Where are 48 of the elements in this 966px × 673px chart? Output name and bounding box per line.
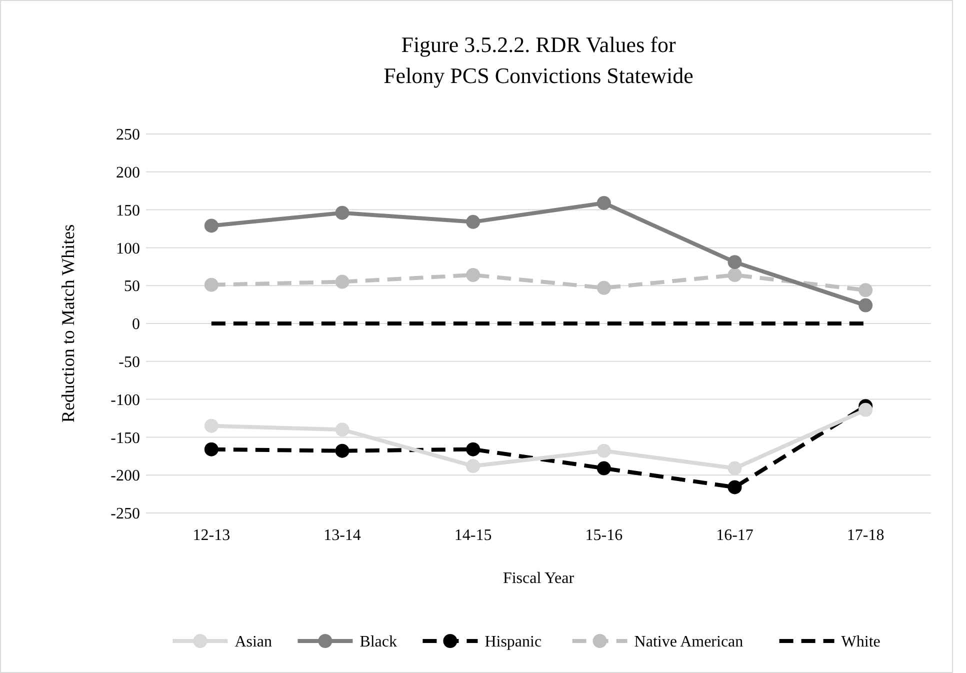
point <box>728 268 742 282</box>
y-tick-label: 150 <box>116 202 140 220</box>
y-tick-label: -150 <box>110 430 140 447</box>
point <box>335 274 350 289</box>
point <box>728 255 742 270</box>
legend-label: Native American <box>634 634 744 651</box>
point <box>858 283 873 298</box>
y-tick-label: -200 <box>110 468 140 485</box>
x-axis-title: Fiscal Year <box>502 570 575 587</box>
y-axis-title: Reduction to Match Whites <box>58 224 78 423</box>
point <box>466 268 480 282</box>
point <box>728 461 742 476</box>
legend-label: White <box>841 634 880 651</box>
chart-title: Figure 3.5.2.2. RDR Values for Felony PCS Convictions Statewide <box>384 32 694 88</box>
y-tick-label: 50 <box>124 278 140 296</box>
point <box>596 461 611 476</box>
y-tick-label: 0 <box>132 316 140 334</box>
point <box>466 459 480 474</box>
point <box>335 422 350 437</box>
point <box>858 298 873 312</box>
x-tick-label: 14-15 <box>454 527 492 544</box>
point <box>596 280 611 295</box>
y-tick-label: 100 <box>116 240 140 258</box>
x-tick-label: 13-14 <box>324 527 361 544</box>
point <box>204 442 218 456</box>
x-tick-label: 17-18 <box>846 527 884 544</box>
point <box>335 206 350 220</box>
point <box>728 480 742 494</box>
point <box>204 218 218 233</box>
y-tick-label: -50 <box>118 354 140 371</box>
x-tick-label: 15-16 <box>585 527 623 544</box>
legend-label: Asian <box>234 634 272 651</box>
point <box>466 442 480 456</box>
y-tick-label: -100 <box>110 392 140 409</box>
point <box>596 196 611 210</box>
x-tick-label: 12-13 <box>192 527 230 544</box>
point <box>204 278 218 292</box>
y-tick-label: 250 <box>116 126 140 144</box>
point <box>204 418 218 433</box>
point <box>596 444 611 458</box>
point <box>335 444 350 458</box>
y-tick-label: -250 <box>110 506 140 523</box>
x-tick-label: 16-17 <box>716 527 754 544</box>
y-tick-label: 200 <box>116 164 140 182</box>
point <box>466 214 480 229</box>
legend-label: Hispanic <box>484 634 542 651</box>
point <box>858 402 873 417</box>
legend-label: Black <box>360 634 398 651</box>
